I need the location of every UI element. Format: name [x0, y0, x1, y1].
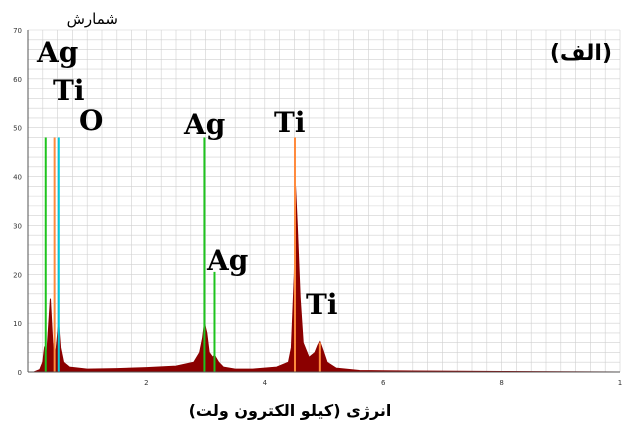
y-tick-label: 0: [18, 369, 22, 377]
x-tick-label: 4: [263, 379, 268, 387]
y-tick-label: 20: [13, 271, 22, 279]
y-tick-label: 60: [13, 76, 22, 84]
peak-markers: [44, 137, 321, 372]
y-tick-label: 10: [13, 320, 22, 328]
annotation-o: O: [79, 104, 103, 137]
y-tick-label: 40: [13, 174, 22, 182]
annotation-ag-lb: Ag: [206, 244, 248, 277]
annotation-ti-ka: Ti: [274, 106, 305, 139]
y-axis-label: شمارش: [67, 10, 118, 28]
tick-labels: 0 10 20 30 40 50 60 70 2 4 6 8 1: [13, 27, 622, 387]
annotation-ti-low: Ti: [53, 74, 84, 107]
y-tick-label: 50: [13, 125, 22, 133]
spectrum-layer: [33, 186, 621, 373]
x-tick-label: 2: [144, 379, 148, 387]
x-tick-label: 1: [618, 379, 622, 387]
y-tick-label: 30: [13, 222, 22, 230]
axes: [27, 30, 620, 373]
y-tick-label: 70: [13, 27, 22, 35]
x-tick-label: 8: [499, 379, 503, 387]
x-axis-label: انرژی (کیلو الکترون ولت): [189, 401, 392, 420]
x-tick-label: 6: [381, 379, 386, 387]
annotation-ag-low: Ag: [36, 36, 78, 69]
spectrum-series: [33, 186, 621, 373]
annotation-ti-kb: Ti: [306, 288, 337, 321]
chart-title: (الف): [550, 41, 612, 66]
annotation-ag-la: Ag: [183, 108, 225, 141]
